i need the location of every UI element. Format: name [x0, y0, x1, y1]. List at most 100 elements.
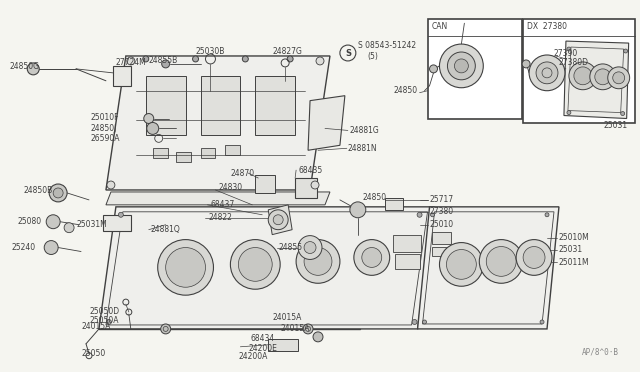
- Bar: [295, 178, 317, 198]
- Circle shape: [107, 181, 115, 189]
- Circle shape: [608, 67, 630, 89]
- Polygon shape: [106, 192, 330, 205]
- Circle shape: [316, 57, 324, 65]
- Circle shape: [268, 210, 288, 230]
- Circle shape: [440, 44, 483, 88]
- Circle shape: [28, 63, 39, 75]
- Text: 24200E: 24200E: [248, 344, 277, 353]
- Circle shape: [479, 240, 523, 283]
- Text: 25240: 25240: [12, 243, 35, 252]
- Text: 25031: 25031: [559, 245, 583, 254]
- Circle shape: [486, 247, 516, 276]
- Text: 24827G: 24827G: [272, 46, 302, 55]
- Circle shape: [623, 49, 628, 53]
- Circle shape: [44, 241, 58, 254]
- Circle shape: [273, 215, 283, 225]
- Circle shape: [440, 243, 483, 286]
- Text: 24850B: 24850B: [23, 186, 52, 195]
- Circle shape: [64, 223, 74, 232]
- Polygon shape: [564, 41, 628, 119]
- Text: 24855B: 24855B: [148, 57, 178, 65]
- Bar: [146, 76, 186, 135]
- Bar: [385, 198, 403, 210]
- Bar: [431, 232, 451, 244]
- Bar: [200, 76, 241, 135]
- Circle shape: [429, 65, 438, 73]
- Circle shape: [516, 240, 552, 275]
- Circle shape: [422, 320, 426, 324]
- Circle shape: [412, 320, 417, 324]
- Text: 27724M: 27724M: [116, 58, 147, 67]
- Text: AP/8^0·B: AP/8^0·B: [582, 348, 619, 357]
- Text: 25031: 25031: [604, 121, 628, 130]
- Text: 24850: 24850: [363, 193, 387, 202]
- Text: 27390: 27390: [554, 48, 578, 58]
- Text: 24015A: 24015A: [280, 324, 310, 333]
- Circle shape: [106, 320, 111, 324]
- Circle shape: [162, 60, 170, 68]
- Polygon shape: [308, 96, 345, 150]
- Circle shape: [296, 240, 340, 283]
- Bar: [255, 76, 295, 135]
- Circle shape: [447, 52, 476, 80]
- Text: 24850J: 24850J: [91, 124, 117, 133]
- Text: 25080: 25080: [17, 217, 42, 226]
- Text: 25011M: 25011M: [559, 258, 589, 267]
- Circle shape: [46, 215, 60, 229]
- Bar: [153, 148, 168, 158]
- Text: 24850G: 24850G: [10, 62, 39, 71]
- Circle shape: [590, 64, 616, 90]
- Bar: [175, 152, 191, 162]
- Circle shape: [287, 56, 293, 62]
- Text: 25010: 25010: [429, 220, 454, 229]
- Text: 24015A: 24015A: [272, 312, 301, 321]
- Text: 25010F: 25010F: [91, 113, 120, 122]
- Text: 25031M: 25031M: [76, 220, 107, 229]
- Circle shape: [243, 56, 248, 62]
- Circle shape: [540, 320, 544, 324]
- Bar: [225, 145, 241, 155]
- Circle shape: [522, 60, 530, 68]
- Text: 24850: 24850: [394, 86, 417, 95]
- Polygon shape: [268, 205, 292, 235]
- Circle shape: [147, 122, 159, 134]
- Text: 25030B: 25030B: [196, 46, 225, 55]
- Circle shape: [621, 112, 625, 116]
- Circle shape: [417, 212, 422, 217]
- Circle shape: [569, 62, 596, 90]
- Text: (5): (5): [368, 52, 379, 61]
- Text: CAN: CAN: [431, 22, 448, 31]
- Circle shape: [313, 332, 323, 342]
- Text: 24830: 24830: [218, 183, 243, 192]
- Text: 27380D: 27380D: [559, 58, 589, 67]
- Bar: [431, 247, 447, 256]
- Text: 26590A: 26590A: [91, 134, 120, 143]
- Circle shape: [144, 113, 154, 124]
- Bar: [393, 235, 420, 253]
- Text: 25717: 25717: [429, 195, 454, 204]
- Bar: [200, 148, 216, 158]
- Text: 24881N: 24881N: [348, 144, 378, 153]
- Circle shape: [304, 247, 332, 275]
- Circle shape: [298, 235, 322, 259]
- Polygon shape: [106, 56, 330, 190]
- Circle shape: [574, 67, 592, 85]
- Text: DX  27380: DX 27380: [527, 22, 567, 31]
- Text: 24881Q: 24881Q: [151, 225, 180, 234]
- Text: 25010M: 25010M: [559, 233, 589, 242]
- Bar: [428, 19, 522, 119]
- Circle shape: [53, 188, 63, 198]
- Text: 24015A: 24015A: [81, 323, 111, 331]
- Circle shape: [143, 56, 148, 62]
- Bar: [268, 339, 298, 351]
- Text: 24200A: 24200A: [238, 352, 268, 361]
- Polygon shape: [417, 207, 559, 329]
- Circle shape: [49, 184, 67, 202]
- Text: 24870: 24870: [230, 169, 255, 177]
- Bar: [113, 66, 131, 86]
- Circle shape: [612, 72, 625, 84]
- Bar: [103, 215, 131, 231]
- Text: 24855: 24855: [278, 243, 302, 252]
- Circle shape: [230, 240, 280, 289]
- Bar: [523, 19, 635, 124]
